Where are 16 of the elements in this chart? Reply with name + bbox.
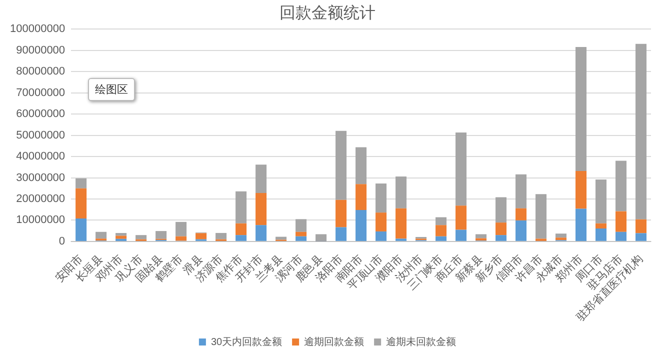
chart-title: 回款金额统计 [280,4,376,22]
y-tick-label: 20000000 [16,193,66,206]
legend-label: 30天内回款金额 [210,336,282,348]
y-tick-label: 70000000 [16,86,66,99]
y-tick-label: 0 [58,235,66,248]
annotation: 绘图区 [88,78,135,101]
y-tick-label: 50000000 [16,129,66,142]
legend-label: 逾期回款金额 [304,336,364,348]
y-tick-label: 80000000 [16,66,66,78]
y-tick-label: 30000000 [16,172,66,184]
y-tick-label: 100000000 [10,23,66,36]
y-tick-label: 60000000 [16,108,66,120]
y-tick-label: 10000000 [16,214,66,226]
y-tick-label: 40000000 [16,150,66,163]
legend-label: 逾期未回款金额 [386,336,456,348]
y-tick-label: 90000000 [16,44,66,56]
